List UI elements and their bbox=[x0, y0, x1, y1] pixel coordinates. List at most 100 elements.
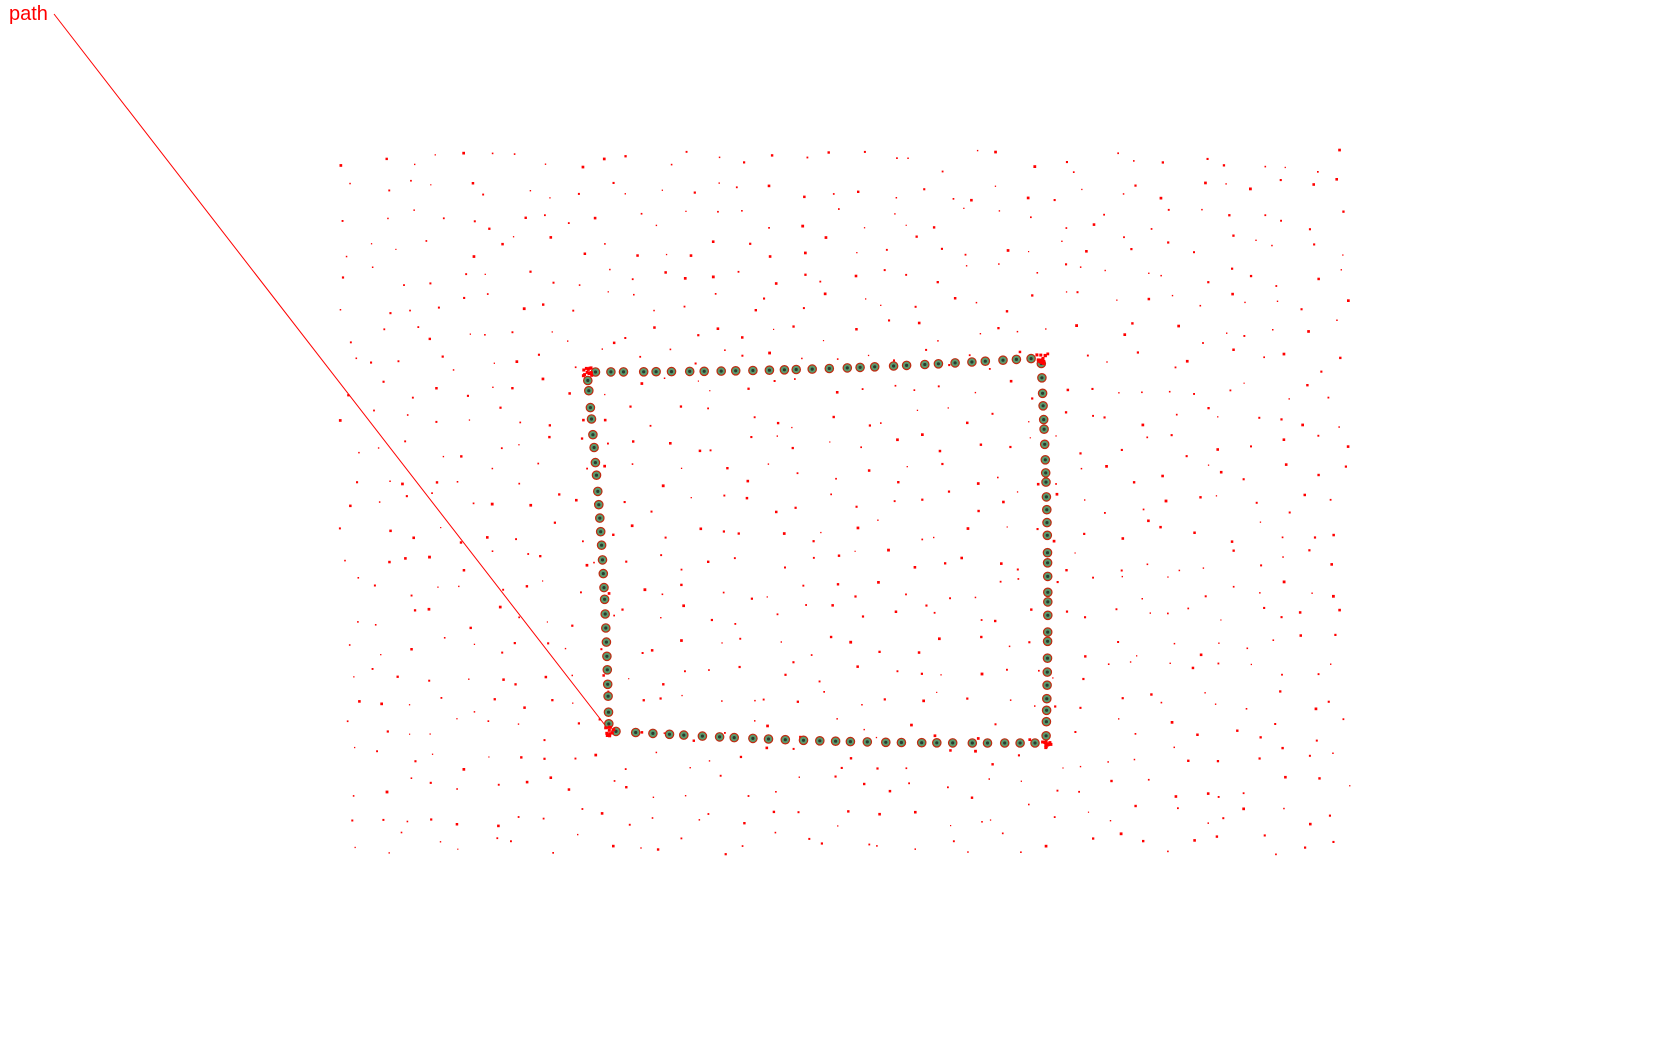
scatter-point bbox=[510, 840, 512, 843]
scatter-point bbox=[411, 396, 414, 399]
scatter-point bbox=[1338, 608, 1341, 612]
scatter-point bbox=[1298, 611, 1302, 614]
scatter-point bbox=[567, 788, 571, 791]
scatter-point bbox=[604, 243, 606, 245]
scatter-point bbox=[473, 643, 476, 645]
scatter-point bbox=[837, 825, 839, 827]
scatter-point bbox=[1000, 562, 1003, 565]
scatter-point bbox=[374, 624, 377, 626]
scatter-point bbox=[539, 555, 542, 558]
scatter-point bbox=[966, 527, 970, 530]
scatter-point bbox=[1255, 239, 1257, 241]
scatter-point bbox=[684, 795, 687, 797]
scatter-point bbox=[1055, 435, 1057, 437]
scatter-point bbox=[1344, 465, 1347, 468]
scatter-point bbox=[861, 704, 863, 706]
scatter-point bbox=[1175, 413, 1178, 416]
scatter-point bbox=[798, 776, 800, 778]
scatter-point bbox=[429, 733, 431, 735]
outline-marker bbox=[933, 358, 944, 369]
scatter-point bbox=[653, 326, 656, 329]
outline-marker bbox=[597, 555, 608, 565]
scatter-point bbox=[1303, 493, 1306, 497]
scatter-point bbox=[409, 733, 411, 735]
scatter-point bbox=[1167, 576, 1169, 578]
scatter-point bbox=[457, 848, 459, 850]
scatter-point bbox=[1028, 641, 1031, 644]
scatter-point bbox=[880, 422, 882, 424]
scatter-point bbox=[442, 217, 445, 220]
scatter-point bbox=[1130, 248, 1133, 251]
scatter-point bbox=[932, 226, 936, 229]
scatter-point bbox=[1134, 804, 1137, 808]
scatter-point bbox=[1062, 767, 1064, 769]
scatter-point bbox=[1079, 706, 1082, 709]
scatter-point bbox=[974, 391, 977, 394]
scatter-point bbox=[552, 852, 554, 854]
scatter-point bbox=[1038, 669, 1040, 672]
scatter-point bbox=[586, 467, 588, 470]
scatter-point bbox=[1309, 822, 1312, 826]
scatter-point bbox=[1301, 423, 1304, 427]
scatter-point bbox=[346, 720, 349, 723]
scatter-point bbox=[1115, 608, 1118, 611]
scatter-point bbox=[429, 282, 432, 285]
scatter-point bbox=[1029, 437, 1031, 439]
scatter-point bbox=[1142, 508, 1145, 511]
scatter-point bbox=[338, 527, 341, 530]
corner-point bbox=[1036, 358, 1040, 362]
outline-marker bbox=[1043, 610, 1053, 621]
scatter-point bbox=[551, 699, 554, 702]
scatter-point bbox=[1082, 677, 1085, 681]
scatter-point bbox=[697, 380, 699, 382]
scatter-point bbox=[338, 419, 342, 422]
scatter-point bbox=[1080, 467, 1083, 470]
scatter-point bbox=[493, 698, 496, 701]
scatter-point bbox=[1308, 228, 1311, 231]
outline-marker bbox=[593, 499, 604, 510]
scatter-point bbox=[1308, 549, 1311, 552]
outline-marker bbox=[716, 366, 726, 376]
scatter-point bbox=[1053, 816, 1056, 818]
scatter-point bbox=[1160, 274, 1162, 277]
scatter-point bbox=[980, 672, 984, 676]
scatter-point bbox=[1349, 785, 1351, 787]
scatter-point bbox=[1065, 263, 1068, 266]
scatter-point bbox=[640, 382, 644, 385]
scatter-point bbox=[414, 163, 416, 166]
scatter-point bbox=[856, 526, 860, 530]
scatter-point bbox=[1284, 775, 1287, 779]
scatter-point bbox=[472, 255, 476, 258]
scatter-point bbox=[1002, 500, 1005, 504]
scatter-point bbox=[491, 550, 494, 552]
scatter-point bbox=[847, 810, 850, 813]
scatter-point bbox=[741, 354, 744, 357]
scatter-point bbox=[1243, 382, 1245, 384]
scatter-point bbox=[1330, 563, 1333, 566]
scatter-point bbox=[970, 198, 973, 202]
scatter-point bbox=[1031, 294, 1034, 297]
scatter-point bbox=[639, 355, 642, 358]
scatter-point bbox=[549, 197, 551, 199]
outline-marker bbox=[967, 357, 977, 367]
scatter-point bbox=[574, 757, 577, 760]
scatter-point bbox=[414, 760, 417, 763]
scatter-point bbox=[430, 184, 432, 186]
scatter-point bbox=[513, 153, 516, 155]
scatter-point bbox=[913, 389, 916, 391]
outline-marker bbox=[1011, 354, 1022, 365]
scatter-point bbox=[484, 334, 486, 336]
scatter-point bbox=[1311, 592, 1313, 594]
scatter-point bbox=[910, 723, 913, 727]
scatter-point bbox=[491, 467, 494, 470]
corner-point bbox=[1044, 745, 1048, 749]
scatter-point bbox=[1226, 332, 1228, 334]
scatter-point bbox=[1264, 165, 1267, 168]
scatter-point bbox=[792, 661, 795, 664]
outline-marker bbox=[1042, 680, 1052, 690]
outline-marker bbox=[1042, 530, 1053, 541]
scatter-point bbox=[607, 291, 609, 293]
scatter-point bbox=[1185, 359, 1189, 363]
scatter-point bbox=[907, 157, 909, 159]
outline-marker bbox=[1038, 400, 1048, 411]
